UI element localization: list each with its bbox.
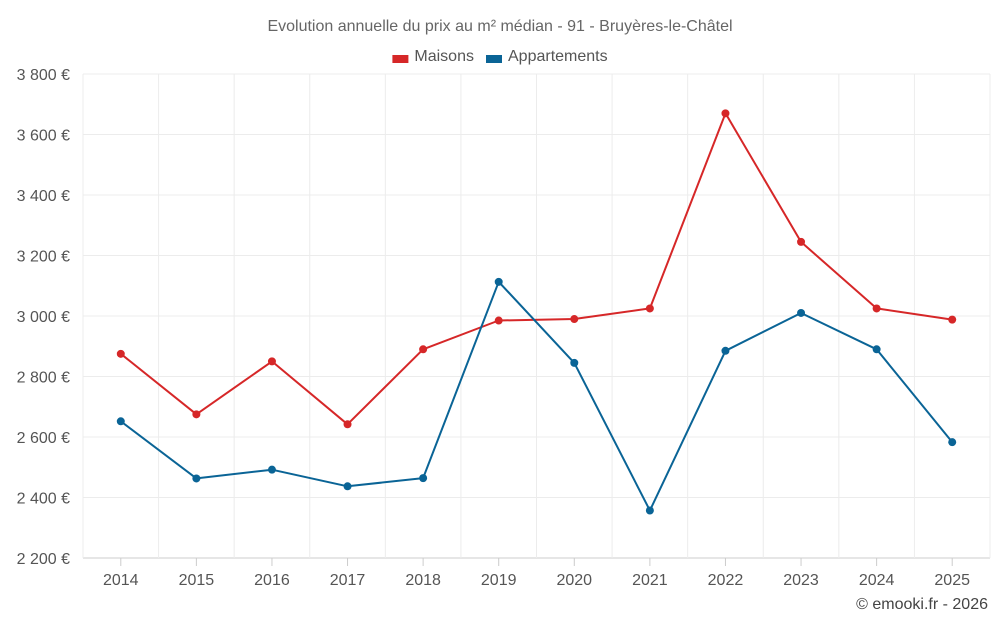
x-tick-label: 2020	[556, 572, 592, 589]
legend-swatch	[392, 55, 409, 63]
x-tick-label: 2015	[179, 572, 215, 589]
data-point-maisons[interactable]	[721, 109, 730, 118]
data-point-appartements[interactable]	[872, 345, 881, 354]
x-tick-label: 2018	[405, 572, 441, 589]
legend-label: Maisons	[414, 48, 474, 65]
y-tick-label: 2 200 €	[17, 551, 70, 568]
legend-item-maisons[interactable]: Maisons	[392, 48, 474, 65]
data-point-maisons[interactable]	[570, 315, 579, 324]
x-tick-label: 2014	[103, 572, 139, 589]
gridlines	[82, 73, 991, 566]
y-axis: 2 200 € 2 400 € 2 600 € 2 800 € 3 000 € 3 200…	[17, 67, 70, 568]
y-tick-label: 2 800 €	[17, 370, 70, 387]
data-point-maisons[interactable]	[872, 304, 881, 313]
data-point-appartements[interactable]	[192, 474, 201, 483]
credit-text: © emooki.fr - 2026	[856, 596, 988, 613]
series-line-maisons	[120, 112, 953, 426]
data-point-appartements[interactable]	[116, 417, 125, 426]
x-tick-label: 2023	[783, 572, 819, 589]
x-tick-label: 2019	[481, 572, 517, 589]
y-tick-label: 2 400 €	[17, 491, 70, 508]
chart-title: Evolution annuelle du prix au m² médian …	[267, 18, 732, 35]
data-point-maisons[interactable]	[797, 237, 806, 246]
y-tick-label: 3 600 €	[17, 128, 70, 145]
data-point-appartements[interactable]	[494, 277, 503, 286]
data-point-appartements[interactable]	[721, 346, 730, 355]
data-point-maisons[interactable]	[419, 345, 428, 354]
x-tick-label: 2017	[330, 572, 366, 589]
y-tick-label: 3 200 €	[17, 249, 70, 266]
y-tick-label: 3 400 €	[17, 188, 70, 205]
data-point-appartements[interactable]	[419, 474, 428, 483]
x-tick-label: 2022	[708, 572, 744, 589]
series-layer	[116, 109, 957, 515]
legend-label: Appartements	[508, 48, 608, 65]
data-point-maisons[interactable]	[494, 316, 503, 325]
x-tick-label: 2025	[934, 572, 970, 589]
data-point-maisons[interactable]	[343, 420, 352, 429]
data-point-appartements[interactable]	[797, 308, 806, 317]
x-tick-label: 2024	[859, 572, 895, 589]
x-axis: 2014 2015 2016 2017 2018 2019 2020 2021 2022 2023…	[103, 572, 970, 589]
data-point-appartements[interactable]	[267, 465, 276, 474]
series-line-appartements	[120, 280, 953, 512]
data-point-maisons[interactable]	[116, 349, 125, 358]
y-tick-label: 3 800 €	[17, 67, 70, 84]
y-tick-label: 2 600 €	[17, 430, 70, 447]
data-point-maisons[interactable]	[948, 315, 957, 324]
data-point-appartements[interactable]	[570, 358, 579, 367]
data-point-maisons[interactable]	[267, 357, 276, 366]
legend-swatch	[486, 55, 502, 63]
data-point-maisons[interactable]	[645, 304, 654, 313]
data-point-maisons[interactable]	[192, 410, 201, 419]
data-point-appartements[interactable]	[948, 438, 957, 447]
x-tick-label: 2016	[254, 572, 290, 589]
x-tick-label: 2021	[632, 572, 668, 589]
y-tick-label: 3 000 €	[17, 309, 70, 326]
legend-item-appartements[interactable]: Appartements	[486, 48, 608, 65]
data-point-appartements[interactable]	[645, 506, 654, 515]
data-point-appartements[interactable]	[343, 482, 352, 491]
legend: Maisons Appartements	[392, 48, 608, 65]
